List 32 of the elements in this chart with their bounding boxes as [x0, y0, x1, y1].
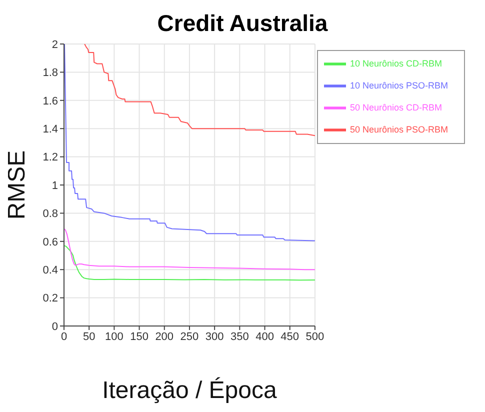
y-tick-label: 0 [52, 320, 58, 333]
y-tick-label: 1.8 [42, 67, 58, 80]
y-axis-title: RMSE [4, 150, 31, 220]
legend-label: 10 Neurônios CD-RBM [350, 58, 442, 68]
chart-title: Credit Australia [156, 10, 329, 36]
y-tick-label: 2 [52, 38, 58, 51]
legend-label: 50 Neurônios CD-RBM [350, 102, 442, 112]
x-tick-label: 450 [280, 330, 300, 343]
legend-label: 10 Neurônios PSO-RBM [350, 80, 448, 90]
x-tick-label: 500 [306, 330, 324, 343]
x-tick-label: 150 [130, 330, 148, 343]
y-tick-label: 1.4 [42, 124, 58, 136]
line-series [64, 245, 315, 281]
x-tick-label: 400 [256, 330, 274, 343]
x-tick-label: 0 [60, 330, 68, 343]
y-tick-label: 0.2 [42, 292, 58, 305]
y-tick-label: 1.6 [42, 95, 58, 108]
x-tick-label: 200 [155, 330, 174, 343]
x-tick-label: 250 [180, 330, 199, 343]
y-tick-label: 0.6 [42, 236, 58, 248]
x-tick-label: 100 [105, 330, 124, 343]
y-tick-label: 0.4 [42, 264, 58, 277]
legend-label: 50 Neurônios PSO-RBM [350, 124, 448, 134]
x-tick-label: 300 [205, 330, 224, 343]
y-tick-label: 0.8 [42, 208, 58, 220]
x-tick-label: 350 [230, 330, 249, 343]
y-tick-label: 1.2 [42, 152, 58, 164]
y-tick-label: 1 [52, 180, 58, 192]
x-axis-title: Iteração / Época [102, 377, 278, 404]
x-tick-label: 50 [82, 330, 96, 343]
line-series [84, 44, 315, 136]
line-series [64, 228, 315, 270]
